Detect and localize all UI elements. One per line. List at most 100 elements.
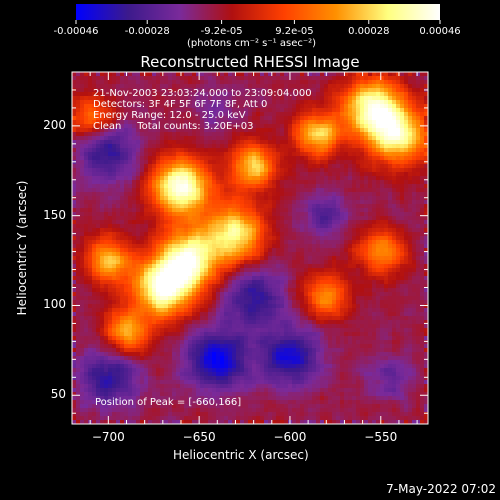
heatmap-cell: [272, 132, 277, 137]
heatmap-cell: [228, 152, 233, 157]
heatmap-cell: [228, 228, 233, 233]
heatmap-cell: [168, 144, 173, 149]
heatmap-cell: [100, 244, 105, 249]
heatmap-cell: [312, 288, 317, 293]
heatmap-cell: [168, 96, 173, 101]
heatmap-cell: [292, 268, 297, 273]
heatmap-cell: [176, 160, 181, 165]
heatmap-cell: [284, 72, 289, 77]
heatmap-cell: [256, 140, 261, 145]
heatmap-cell: [184, 268, 189, 273]
heatmap-cell: [252, 260, 257, 265]
heatmap-cell: [284, 140, 289, 145]
heatmap-cell: [404, 260, 409, 265]
heatmap-cell: [204, 76, 209, 81]
heatmap-cell: [396, 248, 401, 253]
heatmap-cell: [288, 228, 293, 233]
heatmap-cell: [200, 212, 205, 217]
heatmap-cell: [164, 112, 169, 117]
heatmap-cell: [148, 104, 153, 109]
heatmap-cell: [76, 128, 81, 133]
heatmap-cell: [248, 188, 253, 193]
heatmap-cell: [168, 252, 173, 257]
heatmap-cell: [132, 88, 137, 93]
heatmap-cell: [404, 160, 409, 165]
heatmap-cell: [116, 236, 121, 241]
heatmap-cell: [356, 76, 361, 81]
heatmap-cell: [184, 96, 189, 101]
heatmap-cell: [168, 292, 173, 297]
heatmap-cell: [228, 176, 233, 181]
heatmap-cell: [332, 212, 337, 217]
heatmap-cell: [84, 208, 89, 213]
heatmap-cell: [80, 224, 85, 229]
heatmap-cell: [264, 196, 269, 201]
heatmap-cell: [308, 204, 313, 209]
heatmap-cell: [196, 204, 201, 209]
heatmap-cell: [260, 88, 265, 93]
heatmap-cell: [156, 288, 161, 293]
heatmap-cell: [152, 168, 157, 173]
heatmap-cell: [156, 248, 161, 253]
heatmap-cell: [140, 212, 145, 217]
heatmap-cell: [104, 176, 109, 181]
heatmap-cell: [380, 216, 385, 221]
heatmap-cell: [304, 156, 309, 161]
heatmap-cell: [176, 148, 181, 153]
heatmap-cell: [368, 188, 373, 193]
heatmap-cell: [160, 280, 165, 285]
heatmap-cell: [300, 260, 305, 265]
heatmap-cell: [304, 252, 309, 257]
heatmap-cell: [324, 240, 329, 245]
heatmap-cell: [152, 72, 157, 77]
heatmap-cell: [352, 252, 357, 257]
heatmap-cell: [208, 152, 213, 157]
heatmap-cell: [92, 236, 97, 241]
heatmap-cell: [116, 76, 121, 81]
heatmap-cell: [276, 180, 281, 185]
heatmap-cell: [404, 72, 409, 77]
heatmap-cell: [208, 96, 213, 101]
heatmap-cell: [400, 84, 405, 89]
heatmap-cell: [120, 100, 125, 105]
heatmap-cell: [92, 80, 97, 85]
heatmap-cell: [276, 280, 281, 285]
heatmap-cell: [420, 268, 425, 273]
heatmap-cell: [424, 208, 428, 213]
heatmap-cell: [244, 252, 249, 257]
heatmap-cell: [112, 128, 117, 133]
heatmap-cell: [268, 124, 273, 129]
heatmap-cell: [124, 272, 129, 277]
heatmap-cell: [376, 180, 381, 185]
heatmap-cell: [288, 264, 293, 269]
heatmap-cell: [304, 240, 309, 245]
heatmap-cell: [76, 92, 81, 97]
heatmap-cell: [196, 176, 201, 181]
heatmap-cell: [104, 232, 109, 237]
heatmap-cell: [252, 244, 257, 249]
heatmap-cell: [252, 292, 257, 297]
heatmap-cell: [324, 196, 329, 201]
heatmap-cell: [116, 260, 121, 265]
heatmap-cell: [148, 172, 153, 177]
heatmap-cell: [172, 88, 177, 93]
heatmap-cell: [192, 252, 197, 257]
heatmap-cell: [412, 232, 417, 237]
heatmap-cell: [280, 152, 285, 157]
heatmap-cell: [188, 292, 193, 297]
heatmap-cell: [268, 236, 273, 241]
heatmap-cell: [248, 76, 253, 81]
heatmap-cell: [120, 76, 125, 81]
heatmap-cell: [264, 280, 269, 285]
heatmap-cell: [212, 136, 217, 141]
heatmap-cell: [312, 188, 317, 193]
heatmap-cell: [236, 160, 241, 165]
heatmap-cell: [216, 152, 221, 157]
heatmap-cell: [292, 160, 297, 165]
heatmap-cell: [120, 148, 125, 153]
heatmap-cell: [280, 172, 285, 177]
heatmap-cell: [200, 184, 205, 189]
heatmap-cell: [112, 292, 117, 297]
heatmap-cell: [344, 104, 349, 109]
heatmap-cell: [116, 124, 121, 129]
